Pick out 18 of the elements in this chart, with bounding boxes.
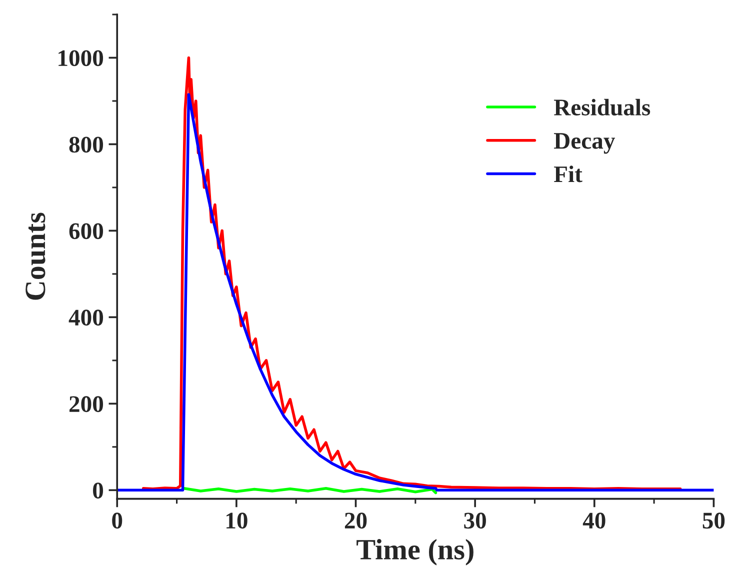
x-tick-label: 20: [344, 512, 367, 529]
x-tick-label: 0: [112, 512, 122, 529]
y-tick-label: 800: [69, 136, 104, 153]
y-axis-title: Counts: [26, 212, 46, 300]
y-tick-label: 200: [70, 396, 104, 412]
legend-label: Fit: [554, 166, 582, 182]
x-tick-label: 50: [702, 512, 725, 529]
x-tick-label: 40: [582, 512, 606, 529]
x-axis-title: Time (ns): [356, 538, 474, 566]
legend-label: Decay: [554, 133, 615, 154]
legend-label: Residuals: [554, 98, 650, 116]
x-tick-label: 10: [226, 512, 248, 529]
y-tick-label: 1000: [58, 50, 104, 66]
x-tick-label: 30: [464, 512, 486, 529]
y-tick-label: 600: [69, 223, 104, 240]
y-tick-label: 0: [93, 482, 104, 499]
line-series: [117, 93, 714, 492]
y-tick-label: 400: [68, 310, 104, 326]
